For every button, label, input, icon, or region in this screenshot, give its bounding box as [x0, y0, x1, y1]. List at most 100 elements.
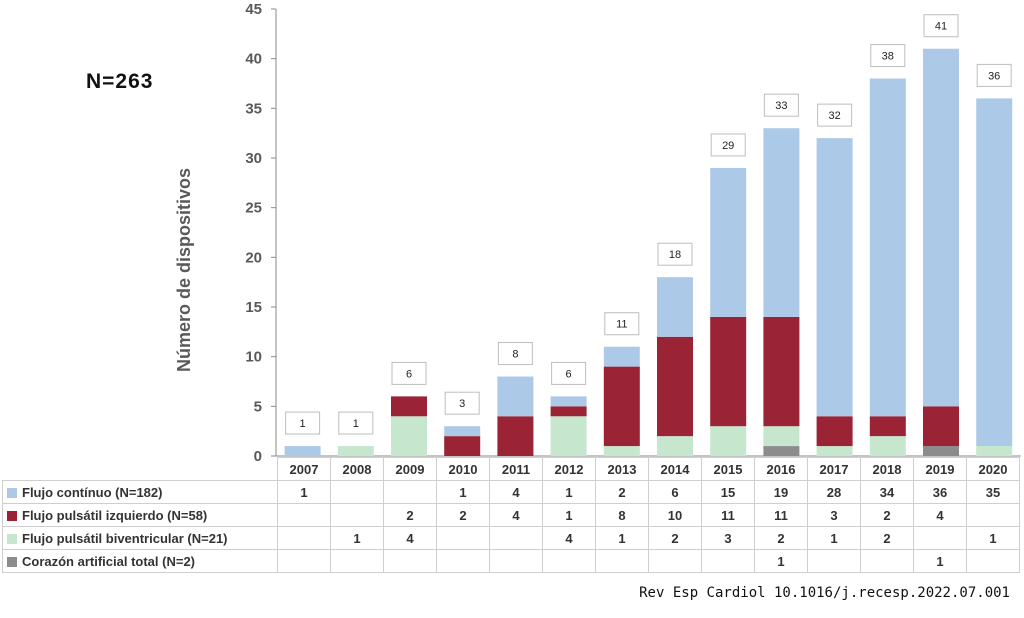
- table-cell: [330, 549, 384, 573]
- bar-segment: [923, 446, 959, 456]
- table-cell: 2: [383, 503, 437, 527]
- table-cell: [913, 526, 967, 550]
- table-cell: [436, 549, 490, 573]
- bar-segment: [603, 366, 640, 447]
- bar-segment: [976, 446, 1013, 456]
- x-tick-label: 2019: [913, 457, 967, 481]
- table-cell: 1: [966, 526, 1020, 550]
- table-cell: 2: [860, 526, 914, 550]
- table-cell: 15: [701, 480, 755, 504]
- total-label: 6: [566, 368, 572, 380]
- table-cell: 2: [860, 503, 914, 527]
- total-label: 6: [406, 368, 412, 380]
- legend-label: Corazón artificial total (N=2): [22, 553, 195, 569]
- table-cell: 1: [595, 526, 649, 550]
- table-cell: [489, 526, 543, 550]
- table-cell: 3: [807, 503, 861, 527]
- bar-segment: [444, 426, 481, 437]
- x-tick-label: 2012: [542, 457, 596, 481]
- table-cell: 19: [754, 480, 808, 504]
- total-label: 8: [512, 349, 518, 361]
- legend-label: Flujo pulsátil biventricular (N=21): [22, 530, 228, 546]
- y-tick-label: 0: [254, 448, 262, 465]
- x-tick-label: 2015: [701, 457, 755, 481]
- legend-swatch: [7, 533, 17, 544]
- table-cell: 11: [754, 503, 808, 527]
- table-cell: [489, 549, 543, 573]
- bar-segment: [710, 316, 747, 427]
- bar-segment: [603, 446, 640, 456]
- bar-segment: [391, 396, 427, 417]
- x-tick-label: 2018: [860, 457, 914, 481]
- legend-label: Flujo contínuo (N=182): [22, 484, 163, 500]
- total-label-box: [923, 14, 959, 38]
- table-cell: 1: [913, 549, 967, 573]
- data-table: 2007 2008 2009 2010 2011 2012 2013 2014 2015 2016…: [2, 457, 1020, 573]
- y-tick-label: 5: [254, 398, 262, 415]
- total-label: 41: [935, 21, 947, 33]
- table-cell: [277, 503, 331, 527]
- total-label-box: [976, 63, 1012, 87]
- bar-segment: [497, 376, 534, 417]
- table-cell: 1: [542, 480, 596, 504]
- table-cell: [330, 503, 384, 527]
- bar-segment: [657, 277, 693, 337]
- x-tick-label: 2016: [754, 457, 808, 481]
- table-cell: [542, 549, 596, 573]
- total-label: 11: [616, 319, 627, 331]
- table-corner-cell: [2, 457, 278, 481]
- x-tick-label: 2011: [489, 457, 543, 481]
- bar-segment: [603, 346, 640, 367]
- x-tick-label: 2008: [330, 457, 384, 481]
- total-label-box: [657, 242, 693, 266]
- bar-segment: [337, 446, 374, 456]
- bar-segment: [284, 446, 321, 456]
- legend-entry: Corazón artificial total (N=2): [2, 549, 278, 573]
- y-tick-label: 10: [245, 349, 262, 366]
- table-cell: 4: [489, 503, 543, 527]
- citation: Rev Esp Cardiol 10.1016/j.recesp.2022.07…: [639, 585, 1010, 601]
- table-cell: 1: [277, 480, 331, 504]
- y-tick-label: 40: [245, 51, 262, 68]
- bar-segment: [869, 436, 906, 456]
- table-cell: 2: [436, 503, 490, 527]
- table-cell: [330, 480, 384, 504]
- sample-size-label: N=263: [86, 70, 154, 93]
- total-label-box: [338, 411, 374, 435]
- bar-segment: [976, 98, 1013, 447]
- y-tick-label: 25: [245, 200, 262, 217]
- total-label-box: [497, 342, 533, 366]
- table-cell: [277, 549, 331, 573]
- bar-segment: [657, 336, 693, 437]
- y-tick-label: 30: [245, 150, 262, 167]
- bar-segment: [869, 416, 906, 437]
- legend-entry: Flujo pulsátil biventricular (N=21): [2, 526, 278, 550]
- total-label: 3: [459, 398, 465, 410]
- bar-segment: [710, 167, 747, 317]
- table-cell: 1: [436, 480, 490, 504]
- x-tick-label: 2014: [648, 457, 702, 481]
- y-tick-label: 15: [245, 299, 262, 316]
- table-cell: 2: [648, 526, 702, 550]
- total-label-box: [763, 93, 799, 117]
- legend-entry: Flujo contínuo (N=182): [2, 480, 278, 504]
- table-cell: 3: [701, 526, 755, 550]
- table-cell: 1: [542, 503, 596, 527]
- x-tick-label: 2017: [807, 457, 861, 481]
- table-cell: [436, 526, 490, 550]
- table-cell: [595, 549, 649, 573]
- table-cell: 4: [542, 526, 596, 550]
- bar-segment: [657, 436, 693, 456]
- total-label-box: [391, 361, 427, 385]
- table-cell: 36: [913, 480, 967, 504]
- x-tick-label: 2010: [436, 457, 490, 481]
- table-row: Flujo contínuo (N=182) 1 1 4 1 2 6 15 19 28 34 36 35: [2, 480, 1020, 504]
- table-cell: 1: [754, 549, 808, 573]
- table-cell: 4: [489, 480, 543, 504]
- table-row: Corazón artificial total (N=2) 1 1: [2, 549, 1020, 573]
- total-label: 29: [722, 140, 734, 152]
- table-cell: 1: [807, 526, 861, 550]
- table-cell: 11: [701, 503, 755, 527]
- total-label-box: [444, 391, 480, 415]
